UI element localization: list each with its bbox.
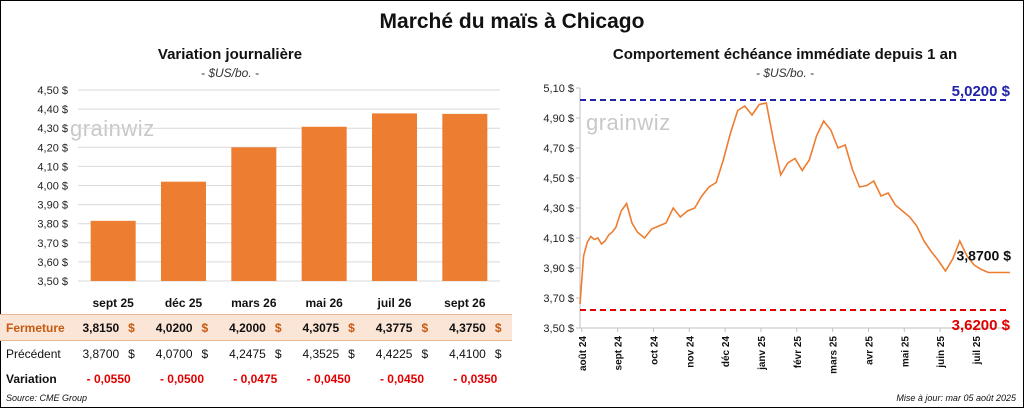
source-note: Source: CME Group <box>6 393 88 403</box>
x-tick-label: juil 26 <box>376 296 411 310</box>
row-label: Précédent <box>6 346 61 361</box>
table-cell: 4,0200 $ <box>145 314 219 341</box>
x-tick-label: déc 25 <box>165 296 203 310</box>
x-tick-label: oct 24 <box>649 336 660 365</box>
x-tick-label: avr 25 <box>864 336 875 365</box>
table-cell: 4,3075 $ <box>291 314 366 341</box>
y-tick-label: 3,50 $ <box>543 323 574 335</box>
table-cell: - 0,0350 <box>453 371 498 386</box>
table-cell: 4,3750 $ <box>438 314 512 341</box>
bar <box>90 220 136 281</box>
x-tick-label: nov 24 <box>685 336 696 368</box>
bar-chart: 3,50 $ 3,60 $ 3,70 $ 3,80 $ 3,90 $ 4,00 $ 4,10… <box>37 85 500 310</box>
y-tick-label: 4,10 $ <box>543 233 574 245</box>
y-tick-label: 3,90 $ <box>543 263 574 275</box>
y-tick-label: 3,60 $ <box>37 257 68 269</box>
table-cell: 4,3775 $ <box>365 314 439 341</box>
line-chart-title: Comportement échéance immédiate depuis 1… <box>612 46 958 63</box>
table-cell: 4,4225 $ <box>375 346 429 361</box>
y-tick-label: 5,10 $ <box>543 83 574 95</box>
table-cell: - 0,0500 <box>159 371 205 386</box>
row-label: Fermeture <box>0 314 72 341</box>
x-tick-label: mai 25 <box>900 336 911 368</box>
x-tick-label: mai 26 <box>305 296 343 310</box>
y-tick-label: 4,50 $ <box>37 85 68 97</box>
low-label: 3,6200 $ <box>952 317 1011 334</box>
bar <box>442 113 488 281</box>
y-tick-label: 4,20 $ <box>37 142 68 154</box>
row-label: Variation <box>6 371 57 386</box>
table-cell: 4,3525 $ <box>302 346 355 361</box>
bar <box>371 113 418 282</box>
x-tick-label: sept 24 <box>614 336 625 371</box>
x-tick-label: juin 25 <box>936 336 947 369</box>
bar <box>160 181 207 281</box>
y-tick-label: 4,90 $ <box>543 113 574 125</box>
y-tick-label: 4,30 $ <box>37 123 68 135</box>
y-tick-label: 3,70 $ <box>543 293 574 305</box>
update-note: Mise à jour: mar 05 août 2025 <box>896 393 1016 403</box>
table-row: Fermeture 3,8150 $4,0200 $4,2000 $4,3075 $4,3… <box>0 314 512 341</box>
x-tick-label: mars 26 <box>231 296 277 310</box>
table-cell: 4,2475 $ <box>229 346 282 361</box>
table-cell: - 0,0550 <box>86 371 131 386</box>
x-tick-label: sept 25 <box>92 296 134 310</box>
table-cell: 4,2000 $ <box>218 314 292 341</box>
bar <box>301 126 347 281</box>
table-cell: - 0,0450 <box>306 371 351 386</box>
table-cell: 3,8700 $ <box>82 346 135 361</box>
x-tick-label: déc 24 <box>721 336 732 368</box>
x-tick-label: janv 25 <box>757 336 768 371</box>
line-chart-unit: - $US/bo. - <box>755 66 815 80</box>
y-tick-label: 4,00 $ <box>37 181 68 193</box>
x-tick-label: févr 25 <box>793 336 804 369</box>
y-tick-label: 4,40 $ <box>37 104 68 116</box>
table-row: Précédent 3,8700 $ 4,0700 $ 4,2475 $ 4,3525 $ 4,4… <box>0 341 512 367</box>
y-tick-label: 3,80 $ <box>37 219 68 231</box>
price-line <box>579 102 1010 305</box>
bar-chart-unit: - $US/bo. - <box>200 66 260 80</box>
table-cell: 4,0700 $ <box>155 346 209 361</box>
x-tick-label: sept 26 <box>444 296 486 310</box>
table-cell: - 0,0475 <box>233 371 278 386</box>
bar <box>231 147 277 281</box>
y-tick-label: 3,90 $ <box>37 200 68 212</box>
table-cell: 3,8150 $ <box>72 314 146 341</box>
y-tick-label: 4,50 $ <box>543 173 574 185</box>
page-title: Marché du maïs à Chicago <box>379 10 645 33</box>
last-value-label: 3,8700 $ <box>957 248 1012 264</box>
x-tick-label: juil 25 <box>972 336 983 366</box>
price-table: Fermeture 3,8150 $4,0200 $4,2000 $4,3075 $4,3… <box>0 314 512 391</box>
table-cell: - 0,0450 <box>379 371 424 386</box>
grainwiz-logo-right: grainwiz <box>586 110 671 135</box>
y-tick-label: 4,10 $ <box>37 161 68 173</box>
table-cell: 4,4100 $ <box>449 346 502 361</box>
line-chart: 3,50 $ 3,70 $ 3,90 $ 4,10 $ 4,30 $ 4,50 $ 4,70… <box>543 83 1012 374</box>
x-tick-label: mars 25 <box>829 336 840 374</box>
table-row: Variation - 0,0550 - 0,0500 - 0,0475 - 0,045… <box>0 366 512 391</box>
x-tick-label: août 24 <box>578 336 589 371</box>
y-tick-label: 4,70 $ <box>543 143 574 155</box>
y-tick-label: 4,30 $ <box>543 203 574 215</box>
bar-chart-title: Variation journalière <box>157 46 303 63</box>
y-tick-label: 3,50 $ <box>37 276 68 288</box>
high-label: 5,0200 $ <box>952 83 1011 100</box>
y-tick-label: 3,70 $ <box>37 238 68 250</box>
